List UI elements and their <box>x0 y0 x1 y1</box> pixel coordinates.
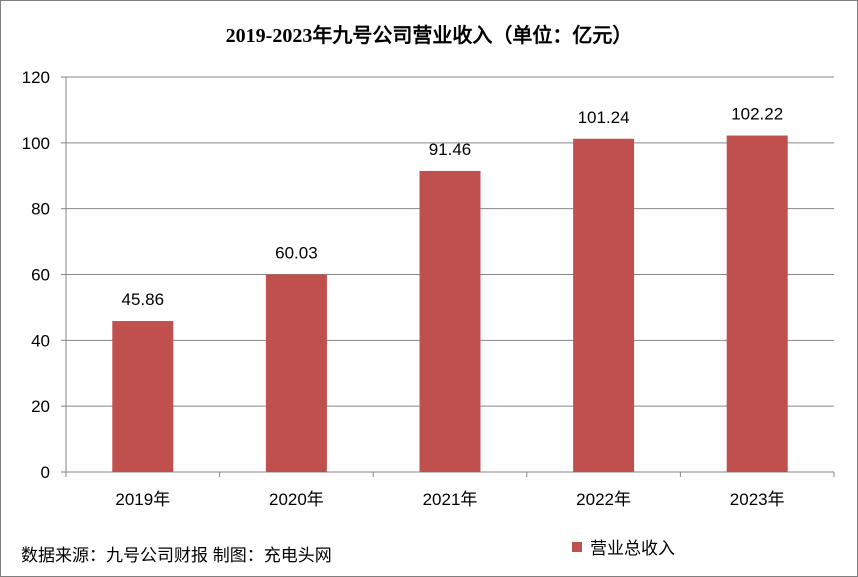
y-tick-label: 120 <box>22 68 50 87</box>
source-note: 数据来源：九号公司财报 制图：充电头网 <box>21 546 332 565</box>
x-tick-label: 2021年 <box>423 490 478 509</box>
bar <box>419 170 481 473</box>
data-label: 91.46 <box>429 140 472 159</box>
legend: 营业总收入 <box>572 534 675 559</box>
bar <box>573 138 635 473</box>
data-label: 101.24 <box>578 108 630 127</box>
y-tick-label: 80 <box>31 200 50 219</box>
bar <box>726 135 788 473</box>
y-tick-label: 100 <box>22 134 50 153</box>
x-tick-label: 2022年 <box>576 490 631 509</box>
x-tick-label: 2019年 <box>115 490 170 509</box>
x-tick-label: 2020年 <box>269 490 324 509</box>
legend-swatch <box>572 541 582 552</box>
bar <box>112 321 174 472</box>
y-tick-label: 0 <box>41 463 50 482</box>
y-tick-label: 40 <box>31 331 50 350</box>
chart-title: 2019-2023年九号公司营业收入（单位：亿元） <box>225 25 633 47</box>
data-label: 102.22 <box>731 105 783 124</box>
legend-label: 营业总收入 <box>590 539 675 558</box>
y-tick-label: 20 <box>31 397 50 416</box>
x-tick-label: 2023年 <box>730 490 785 509</box>
y-tick-label: 60 <box>31 266 50 285</box>
bar <box>265 274 327 472</box>
data-label: 45.86 <box>122 290 165 309</box>
data-label: 60.03 <box>275 243 318 262</box>
